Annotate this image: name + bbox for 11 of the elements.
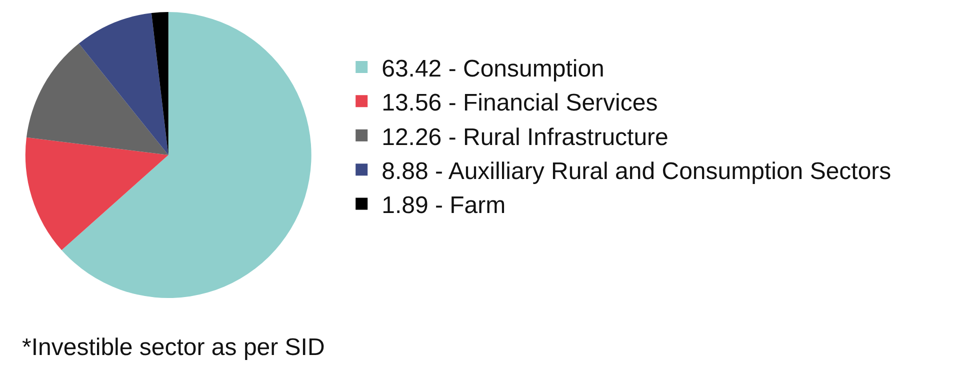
pie-slice — [78, 13, 168, 156]
pie-slice — [62, 12, 312, 298]
legend-label: 12.26 - Rural Infrastructure — [382, 124, 668, 151]
pie-slice — [25, 137, 168, 250]
legend-label: 8.88 - Auxilliary Rural and Consumption Sectors — [382, 158, 892, 185]
text: *Investible sector as per SID — [22, 334, 325, 361]
pie-slice — [151, 12, 168, 156]
pie-slice — [26, 44, 168, 156]
legend-label: 1.89 - Farm — [382, 192, 506, 220]
legend-label: 63.42 - Consumption — [382, 55, 604, 82]
legend-label: 13.56 - Financial Services — [382, 90, 658, 117]
